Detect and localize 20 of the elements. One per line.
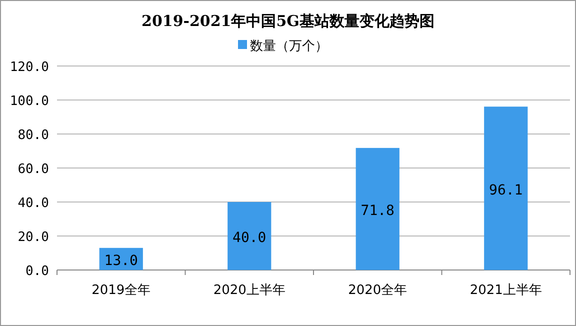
y-tick-label: 80.0 (18, 128, 49, 143)
x-tick-label: 2020全年 (348, 283, 408, 298)
x-tick-label: 2020上半年 (213, 283, 286, 298)
y-tick-label: 20.0 (18, 230, 49, 245)
y-tick-label: 120.0 (10, 60, 49, 75)
bar (356, 148, 400, 270)
data-label: 71.8 (360, 202, 394, 219)
y-tick-label: 40.0 (18, 196, 49, 211)
y-tick-label: 100.0 (10, 94, 49, 109)
bar (228, 202, 272, 270)
y-tick-label: 0.0 (26, 264, 49, 279)
bar (484, 106, 528, 270)
data-label: 96.1 (489, 182, 523, 198)
x-tick-label: 2019全年 (92, 283, 151, 298)
x-tick-label: 2021上半年 (470, 283, 542, 298)
data-label: 40.0 (232, 230, 266, 246)
data-label: 13.0 (104, 252, 138, 269)
chart-title: 2019-2021年中国5G基站数量变化趋势图 (142, 12, 434, 30)
y-tick-label: 60.0 (18, 162, 49, 177)
legend-label: 数量（万个） (250, 39, 328, 54)
